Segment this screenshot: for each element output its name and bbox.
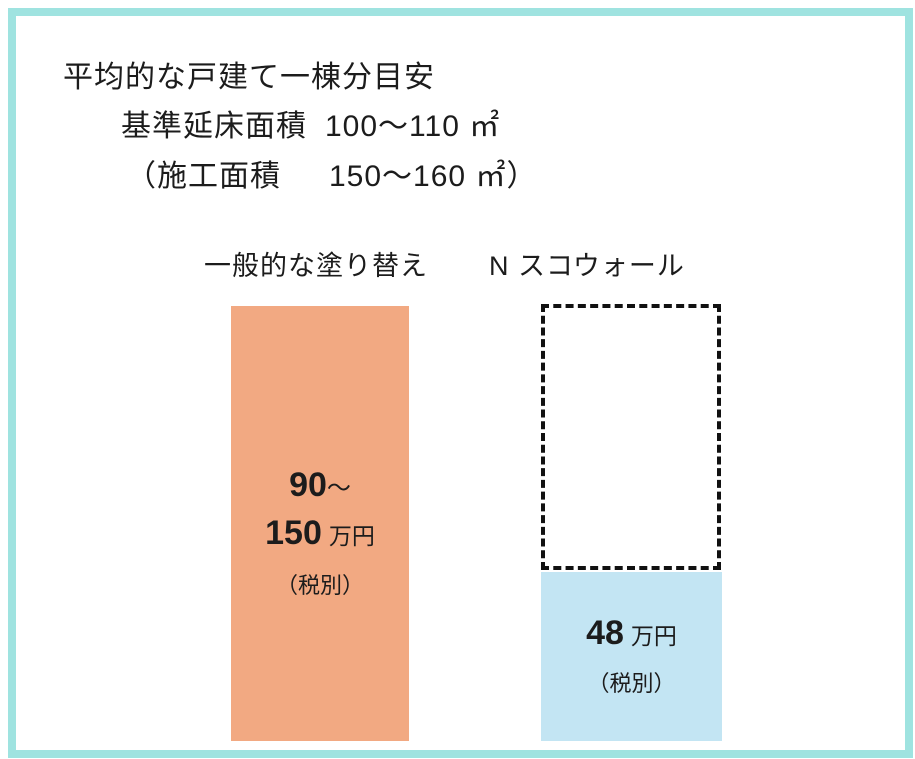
chart-title: 平均的な戸建て一棟分目安 [63,61,435,94]
general-price-range-end: 150 万円 [265,514,375,552]
category-label-nsukowall: N スコウォール [489,251,685,281]
construction-area-label: （施工面積 [126,160,281,193]
bar-nsukowall: 48 万円 （税別） [541,572,722,741]
general-tax-note: （税別） [275,573,364,598]
teal-border-frame: 平均的な戸建て一棟分目安 基準延床面積 100〜110 ㎡ （施工面積 150〜16… [8,8,913,758]
bar-general-repaint: 90〜 150 万円 （税別） [231,306,409,741]
floor-area-line: 基準延床面積 100〜110 ㎡ [121,101,500,145]
floor-area-value: 100〜110 ㎡ [325,110,501,143]
nsukowall-price: 48 万円 [586,614,677,652]
nsukowall-comparison-dashed-outline [541,304,721,570]
construction-area-value: 150〜160 ㎡） [329,160,538,193]
category-label-general-repaint: 一般的な塗り替え [204,251,428,281]
floor-area-label: 基準延床面積 [121,110,307,143]
construction-area-line: （施工面積 150〜160 ㎡） [126,151,537,195]
nsukowall-tax-note: （税別） [587,671,676,696]
general-price-range-start: 90〜 [289,466,351,504]
